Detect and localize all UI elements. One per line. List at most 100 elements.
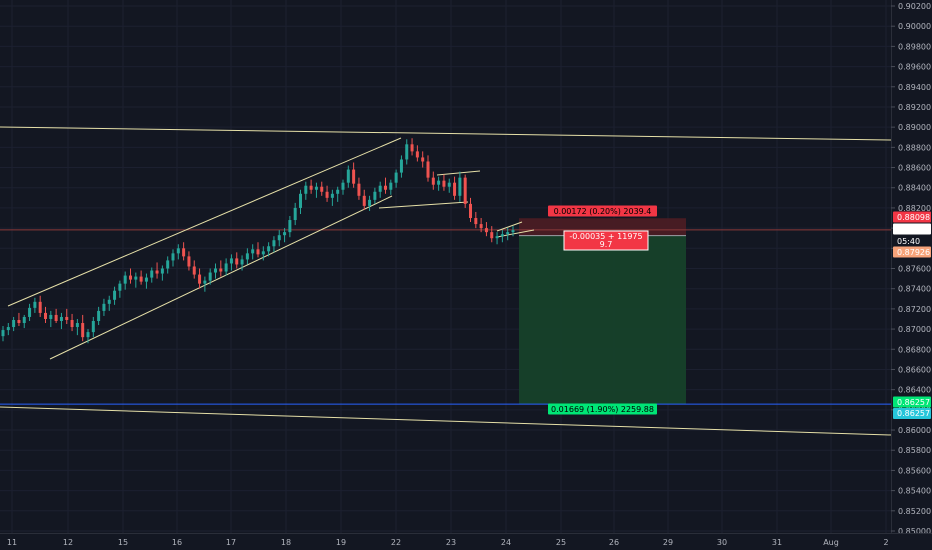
candle-body (405, 144, 409, 160)
candle-body (453, 182, 457, 196)
candle-body (261, 251, 265, 255)
candle-body (22, 316, 26, 324)
candle-body (362, 195, 366, 206)
candle-body (299, 193, 302, 208)
candle-body (447, 182, 451, 187)
candle-body (12, 319, 16, 328)
candle-body (75, 323, 79, 328)
candle-body (431, 177, 435, 185)
candle-body (54, 314, 58, 321)
trend-line (496, 221, 523, 232)
time-tick-label: 22 (391, 538, 401, 547)
candle-body (346, 169, 350, 183)
candle-body (293, 207, 297, 221)
candle-body (368, 199, 372, 206)
trend-line (49, 195, 393, 360)
take-profit-zone (519, 235, 686, 405)
candle-body (314, 186, 318, 190)
price-badge-bg (893, 396, 931, 408)
candle-body (44, 312, 47, 319)
candle-body (500, 234, 504, 237)
candle-body (251, 249, 255, 254)
candle-body (490, 232, 494, 239)
candle-body (59, 316, 63, 321)
time-tick-label: 15 (118, 538, 128, 547)
candle-body (6, 327, 10, 331)
candle-body (245, 253, 249, 260)
position-zone[interactable] (519, 218, 686, 405)
candles (1, 138, 515, 344)
candle-body (394, 172, 398, 183)
candle-body (479, 224, 483, 229)
candle-body (384, 185, 387, 190)
price-tick-label: 0.89200 (898, 103, 931, 112)
candle-body (336, 189, 340, 194)
time-tick-label: 19 (336, 538, 346, 547)
candle-body (272, 240, 276, 247)
candle-body (330, 193, 334, 198)
target-label-bg (548, 403, 657, 415)
candle-body (357, 183, 361, 196)
trend-line (7, 137, 402, 307)
candle-body (38, 301, 42, 313)
trend-line (378, 201, 469, 209)
candle-body (203, 280, 207, 284)
price-tick-label: 0.85000 (898, 527, 931, 536)
candle-body (224, 263, 228, 272)
candle-body (463, 177, 467, 204)
price-tick-label: 0.89600 (898, 63, 931, 72)
candle-body (198, 274, 202, 284)
candle-body (256, 249, 260, 255)
candle-body (33, 301, 37, 308)
candle-body (97, 310, 101, 321)
price-badge: 0.87982 (897, 225, 930, 234)
candle-body (288, 220, 292, 233)
candle-body (304, 185, 308, 194)
price-tick-label: 0.85400 (898, 487, 931, 496)
candle-body (28, 307, 32, 317)
candle-body (469, 203, 472, 219)
time-tick-label: 26 (609, 538, 619, 547)
candle-body (17, 319, 21, 324)
candle-body (171, 253, 175, 261)
center-label-line1: -0.00035 + 11975 (569, 232, 642, 241)
time-tick-label: 12 (63, 538, 73, 547)
price-tick-label: 0.89400 (898, 83, 931, 92)
candle-body (283, 232, 287, 236)
candle-body (235, 258, 239, 265)
price-badge-bg (893, 246, 931, 258)
candle-body (166, 260, 170, 269)
price-tick-label: 0.87000 (898, 325, 931, 334)
candle-body (65, 316, 69, 320)
price-badge-bg (893, 223, 931, 235)
time-tick-label: 24 (501, 538, 511, 547)
candle-body (437, 180, 441, 185)
time-axis[interactable]: 11 12 15 16 17 18 19 22 23 24 25 26 29 30 31 Aug 2 (0, 533, 932, 548)
center-label-line2: 9.7 (600, 240, 613, 249)
candle-body (49, 314, 53, 319)
candle-body (129, 275, 132, 280)
candle-body (511, 230, 515, 233)
price-badge-bg (893, 235, 931, 247)
price-tick-label: 0.89000 (898, 123, 931, 132)
stop-label: 0.00172 (0.20%) 2039.4 (554, 207, 652, 216)
time-tick-label: 25 (556, 538, 566, 547)
candle-body (70, 319, 74, 328)
candle-body (399, 159, 403, 173)
horizontal-lines (0, 229, 891, 405)
time-tick-label: 23 (446, 538, 456, 547)
candle-body (495, 236, 499, 239)
candle-body (208, 272, 212, 281)
price-axis[interactable]: 0.90200 0.90000 0.89800 0.89600 0.89400 0.892… (891, 0, 932, 550)
candle-body (219, 268, 223, 272)
price-tick-label: 0.87600 (898, 265, 931, 274)
candle-body (277, 235, 281, 241)
time-tick-label: 16 (172, 538, 182, 547)
price-tick-label: 0.88400 (898, 184, 931, 193)
price-tick-label: 0.87200 (898, 305, 931, 314)
price-tick-label: 0.85600 (898, 466, 931, 475)
candle-body (81, 323, 85, 338)
candle-body (86, 332, 90, 338)
candle-body (176, 248, 180, 254)
